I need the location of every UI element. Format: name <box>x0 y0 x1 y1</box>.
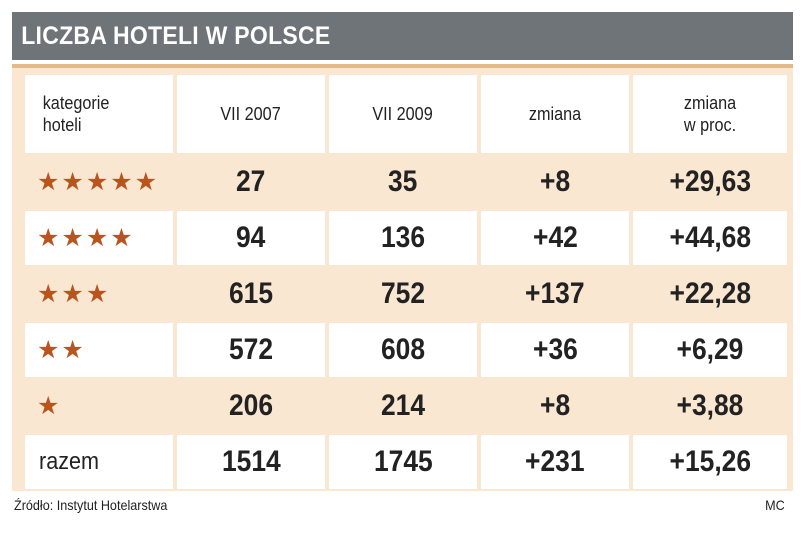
value-change: +137 <box>525 277 585 310</box>
value-change: +36 <box>532 333 578 366</box>
value-cell: +29,63 <box>633 155 787 209</box>
value-2009: 752 <box>380 277 426 310</box>
header-cell: VII 2007 <box>177 75 325 153</box>
hotel-table: kategorie hoteli VII 2007 VII 2009 zmian… <box>25 75 787 489</box>
value-cell: 27 <box>177 155 325 209</box>
header-change-pct: zmiana w proc. <box>683 93 737 135</box>
value-2007: 572 <box>228 333 274 366</box>
star-rating-icon: ★★★★★ <box>37 168 160 196</box>
value-cell: +231 <box>481 435 629 489</box>
table-row: ★★★★★ 27 35 +8 +29,63 <box>25 155 787 209</box>
value-cell: +22,28 <box>633 267 787 321</box>
value-change: +8 <box>539 165 571 198</box>
header-category: kategorie hoteli <box>42 93 110 135</box>
value-2009: 214 <box>380 389 426 422</box>
table-row: ★★ 572 608 +36 +6,29 <box>25 323 787 377</box>
header-2007: VII 2007 <box>220 104 282 124</box>
value-2007: 615 <box>228 277 274 310</box>
value-cell: 608 <box>329 323 477 377</box>
star-rating-icon: ★ <box>37 392 62 420</box>
value-cell: +137 <box>481 267 629 321</box>
value-cell: 615 <box>177 267 325 321</box>
value-change: +8 <box>539 389 571 422</box>
value-cell: 206 <box>177 379 325 433</box>
value-2007: 94 <box>236 221 266 254</box>
table-row: ★ 206 214 +8 +3,88 <box>25 379 787 433</box>
star-rating-icon: ★★★ <box>37 280 111 308</box>
value-2007: 27 <box>236 165 266 198</box>
header-cell: VII 2009 <box>329 75 477 153</box>
value-cell: +6,29 <box>633 323 787 377</box>
value-cell: 1745 <box>329 435 477 489</box>
value-change-pct: +44,68 <box>669 221 751 254</box>
header-2009: VII 2009 <box>372 104 434 124</box>
header-change: zmiana <box>528 104 582 124</box>
value-cell: 1514 <box>177 435 325 489</box>
total-row: razem 1514 1745 +231 +15,26 <box>25 435 787 489</box>
category-cell: ★★★★ <box>25 211 173 265</box>
table-row: ★★★ 615 752 +137 +22,28 <box>25 267 787 321</box>
value-cell: +44,68 <box>633 211 787 265</box>
value-cell: +8 <box>481 379 629 433</box>
category-cell: ★★ <box>25 323 173 377</box>
value-change-pct: +6,29 <box>676 333 744 366</box>
value-change-pct: +22,28 <box>669 277 751 310</box>
category-cell: ★ <box>25 379 173 433</box>
title-bar: LICZBA HOTELI W POLSCE <box>12 12 793 60</box>
value-cell: +42 <box>481 211 629 265</box>
category-cell: ★★★ <box>25 267 173 321</box>
page-title: LICZBA HOTELI W POLSCE <box>21 21 331 50</box>
header-cell: kategorie hoteli <box>25 75 173 153</box>
category-cell: razem <box>25 435 173 489</box>
value-change-pct: +29,63 <box>669 165 751 198</box>
star-rating-icon: ★★ <box>37 336 86 364</box>
total-2009: 1745 <box>373 445 433 478</box>
value-cell: 136 <box>329 211 477 265</box>
total-2007: 1514 <box>221 445 281 478</box>
total-label: razem <box>39 448 100 475</box>
value-2009: 136 <box>380 221 426 254</box>
category-cell: ★★★★★ <box>25 155 173 209</box>
value-cell: +8 <box>481 155 629 209</box>
header-cell: zmiana w proc. <box>633 75 787 153</box>
star-rating-icon: ★★★★ <box>37 224 135 252</box>
value-cell: 94 <box>177 211 325 265</box>
value-cell: +3,88 <box>633 379 787 433</box>
value-2007: 206 <box>228 389 274 422</box>
value-cell: 214 <box>329 379 477 433</box>
header-row: kategorie hoteli VII 2007 VII 2009 zmian… <box>25 75 787 153</box>
value-cell: 35 <box>329 155 477 209</box>
value-cell: 572 <box>177 323 325 377</box>
total-change: +231 <box>525 445 585 478</box>
value-2009: 35 <box>388 165 418 198</box>
table-row: ★★★★ 94 136 +42 +44,68 <box>25 211 787 265</box>
author-initials: MC <box>765 497 785 513</box>
header-cell: zmiana <box>481 75 629 153</box>
source-note: Źródło: Instytut Hotelarstwa <box>14 497 168 513</box>
value-change-pct: +3,88 <box>676 389 744 422</box>
total-change-pct: +15,26 <box>669 445 751 478</box>
value-cell: +15,26 <box>633 435 787 489</box>
value-change: +42 <box>532 221 578 254</box>
value-cell: +36 <box>481 323 629 377</box>
value-2009: 608 <box>380 333 426 366</box>
value-cell: 752 <box>329 267 477 321</box>
